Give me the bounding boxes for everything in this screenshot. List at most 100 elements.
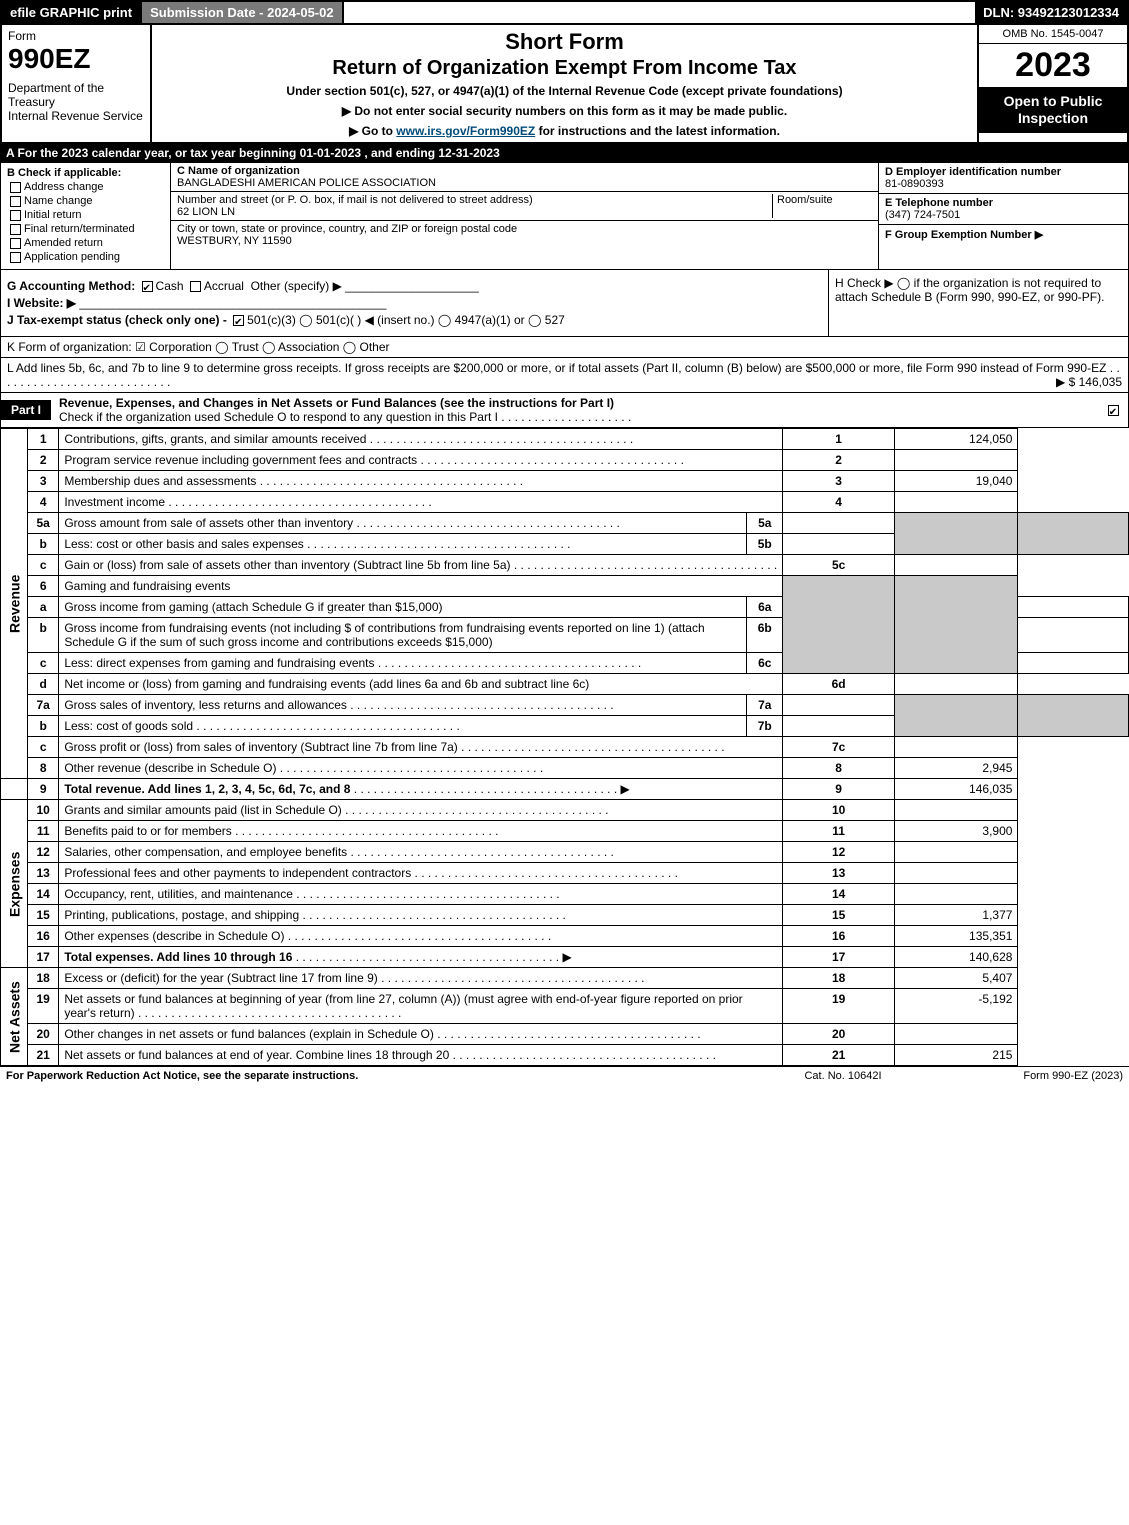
room-suite-label: Room/suite: [772, 194, 872, 218]
gross-receipts-amount: ▶ $ 146,035: [1056, 375, 1122, 389]
line-7a: 7a Gross sales of inventory, less return…: [1, 695, 1129, 716]
line-5c: c Gain or (loss) from sale of assets oth…: [1, 555, 1129, 576]
org-name: BANGLADESHI AMERICAN POLICE ASSOCIATION: [177, 177, 872, 189]
part1-sub: Check if the organization used Schedule …: [59, 410, 498, 424]
val-5c: [895, 555, 1018, 576]
row-k-form-org: K Form of organization: ☑ Corporation ◯ …: [0, 337, 1129, 358]
header-left: Form 990EZ Department of the Treasury In…: [2, 25, 152, 142]
section-ghij: G Accounting Method: Cash Accrual Other …: [0, 270, 1129, 337]
val-4: [895, 492, 1018, 513]
tax-exempt-status: J Tax-exempt status (check only one) - 5…: [7, 313, 822, 327]
omb-number: OMB No. 1545-0047: [979, 25, 1127, 44]
top-bar: efile GRAPHIC print Submission Date - 20…: [0, 0, 1129, 25]
val-7c: [895, 737, 1018, 758]
line-3: 3 Membership dues and assessments 3 19,0…: [1, 471, 1129, 492]
val-15: 1,377: [895, 905, 1018, 926]
submission-date: Submission Date - 2024-05-02: [142, 2, 344, 23]
line-14: 14 Occupancy, rent, utilities, and maint…: [1, 884, 1129, 905]
page-footer: For Paperwork Reduction Act Notice, see …: [0, 1066, 1129, 1085]
street-value: 62 LION LN: [177, 206, 772, 218]
chk-initial-return[interactable]: Initial return: [7, 209, 164, 221]
line-7c: c Gross profit or (loss) from sales of i…: [1, 737, 1129, 758]
line-19: 19 Net assets or fund balances at beginn…: [1, 989, 1129, 1024]
efile-label[interactable]: efile GRAPHIC print: [2, 2, 142, 23]
part1-tab: Part I: [1, 400, 51, 420]
footer-notice: For Paperwork Reduction Act Notice, see …: [6, 1070, 743, 1082]
val-10: [895, 800, 1018, 821]
title-return: Return of Organization Exempt From Incom…: [158, 57, 971, 80]
tel-label: E Telephone number: [885, 197, 1122, 209]
val-8: 2,945: [895, 758, 1018, 779]
val-9: 146,035: [895, 779, 1018, 800]
chk-accrual[interactable]: [190, 281, 201, 292]
footer-cat: Cat. No. 10642I: [743, 1070, 943, 1082]
ein-value: 81-0890393: [885, 178, 1122, 190]
accounting-method: G Accounting Method: Cash Accrual Other …: [7, 279, 822, 293]
part1-title: Revenue, Expenses, and Changes in Net As…: [59, 396, 614, 410]
line-6: 6 Gaming and fundraising events: [1, 576, 1129, 597]
line-17: 17 Total expenses. Add lines 10 through …: [1, 947, 1129, 968]
tel-value: (347) 724-7501: [885, 209, 1122, 221]
val-13: [895, 863, 1018, 884]
chk-cash[interactable]: [142, 281, 153, 292]
group-exemption-label: F Group Exemption Number ▶: [885, 228, 1122, 241]
sidelabel-expenses: Expenses: [1, 800, 28, 968]
chk-application-pending[interactable]: Application pending: [7, 251, 164, 263]
chk-501c3[interactable]: [233, 315, 244, 326]
website-line: I Website: ▶ ___________________________…: [7, 296, 822, 310]
subtitle-section: Under section 501(c), 527, or 4947(a)(1)…: [158, 84, 971, 98]
line-8: 8 Other revenue (describe in Schedule O)…: [1, 758, 1129, 779]
col-b-heading: B Check if applicable:: [7, 167, 164, 179]
sidelabel-revenue: Revenue: [1, 429, 28, 779]
chk-amended-return[interactable]: Amended return: [7, 237, 164, 249]
sidelabel-netassets: Net Assets: [1, 968, 28, 1066]
val-16: 135,351: [895, 926, 1018, 947]
instr-link-post: for instructions and the latest informat…: [535, 124, 780, 138]
form-number: 990EZ: [8, 43, 144, 75]
line-6d: d Net income or (loss) from gaming and f…: [1, 674, 1129, 695]
tax-year: 2023: [979, 44, 1127, 87]
val-2: [895, 450, 1018, 471]
part1-header: Part I Revenue, Expenses, and Changes in…: [0, 393, 1129, 428]
line-1: Revenue 1 Contributions, gifts, grants, …: [1, 429, 1129, 450]
line-9: 9 Total revenue. Add lines 1, 2, 3, 4, 5…: [1, 779, 1129, 800]
header-right: OMB No. 1545-0047 2023 Open to Public In…: [977, 25, 1127, 142]
col-d-identifiers: D Employer identification number 81-0890…: [878, 163, 1128, 269]
val-3: 19,040: [895, 471, 1018, 492]
form-header: Form 990EZ Department of the Treasury In…: [0, 25, 1129, 144]
val-17: 140,628: [895, 947, 1018, 968]
irs-link[interactable]: www.irs.gov/Form990EZ: [396, 124, 535, 138]
line-20: 20 Other changes in net assets or fund b…: [1, 1024, 1129, 1045]
chk-name-change[interactable]: Name change: [7, 195, 164, 207]
line-21: 21 Net assets or fund balances at end of…: [1, 1045, 1129, 1066]
chk-schedule-o[interactable]: [1108, 405, 1119, 416]
val-21: 215: [895, 1045, 1018, 1066]
chk-address-change[interactable]: Address change: [7, 181, 164, 193]
header-center: Short Form Return of Organization Exempt…: [152, 25, 977, 142]
section-h: H Check ▶ ◯ if the organization is not r…: [828, 270, 1128, 336]
val-12: [895, 842, 1018, 863]
ein-label: D Employer identification number: [885, 166, 1122, 178]
col-b-checkboxes: B Check if applicable: Address change Na…: [1, 163, 171, 269]
line-10: Expenses 10 Grants and similar amounts p…: [1, 800, 1129, 821]
lines-table: Revenue 1 Contributions, gifts, grants, …: [0, 428, 1129, 1066]
row-a-calendar-year: A For the 2023 calendar year, or tax yea…: [0, 144, 1129, 162]
chk-final-return[interactable]: Final return/terminated: [7, 223, 164, 235]
footer-form: Form 990-EZ (2023): [943, 1070, 1123, 1082]
val-1: 124,050: [895, 429, 1018, 450]
val-11: 3,900: [895, 821, 1018, 842]
line-16: 16 Other expenses (describe in Schedule …: [1, 926, 1129, 947]
line-12: 12 Salaries, other compensation, and emp…: [1, 842, 1129, 863]
val-18: 5,407: [895, 968, 1018, 989]
city-label: City or town, state or province, country…: [177, 223, 872, 235]
line-18: Net Assets 18 Excess or (deficit) for th…: [1, 968, 1129, 989]
line-13: 13 Professional fees and other payments …: [1, 863, 1129, 884]
col-c-org-info: C Name of organization BANGLADESHI AMERI…: [171, 163, 878, 269]
form-word: Form: [8, 29, 144, 43]
line-4: 4 Investment income 4: [1, 492, 1129, 513]
open-to-public: Open to Public Inspection: [979, 87, 1127, 133]
instr-link: ▶ Go to www.irs.gov/Form990EZ for instru…: [158, 124, 971, 138]
val-19: -5,192: [895, 989, 1018, 1024]
val-6d: [895, 674, 1018, 695]
line-11: 11 Benefits paid to or for members 11 3,…: [1, 821, 1129, 842]
